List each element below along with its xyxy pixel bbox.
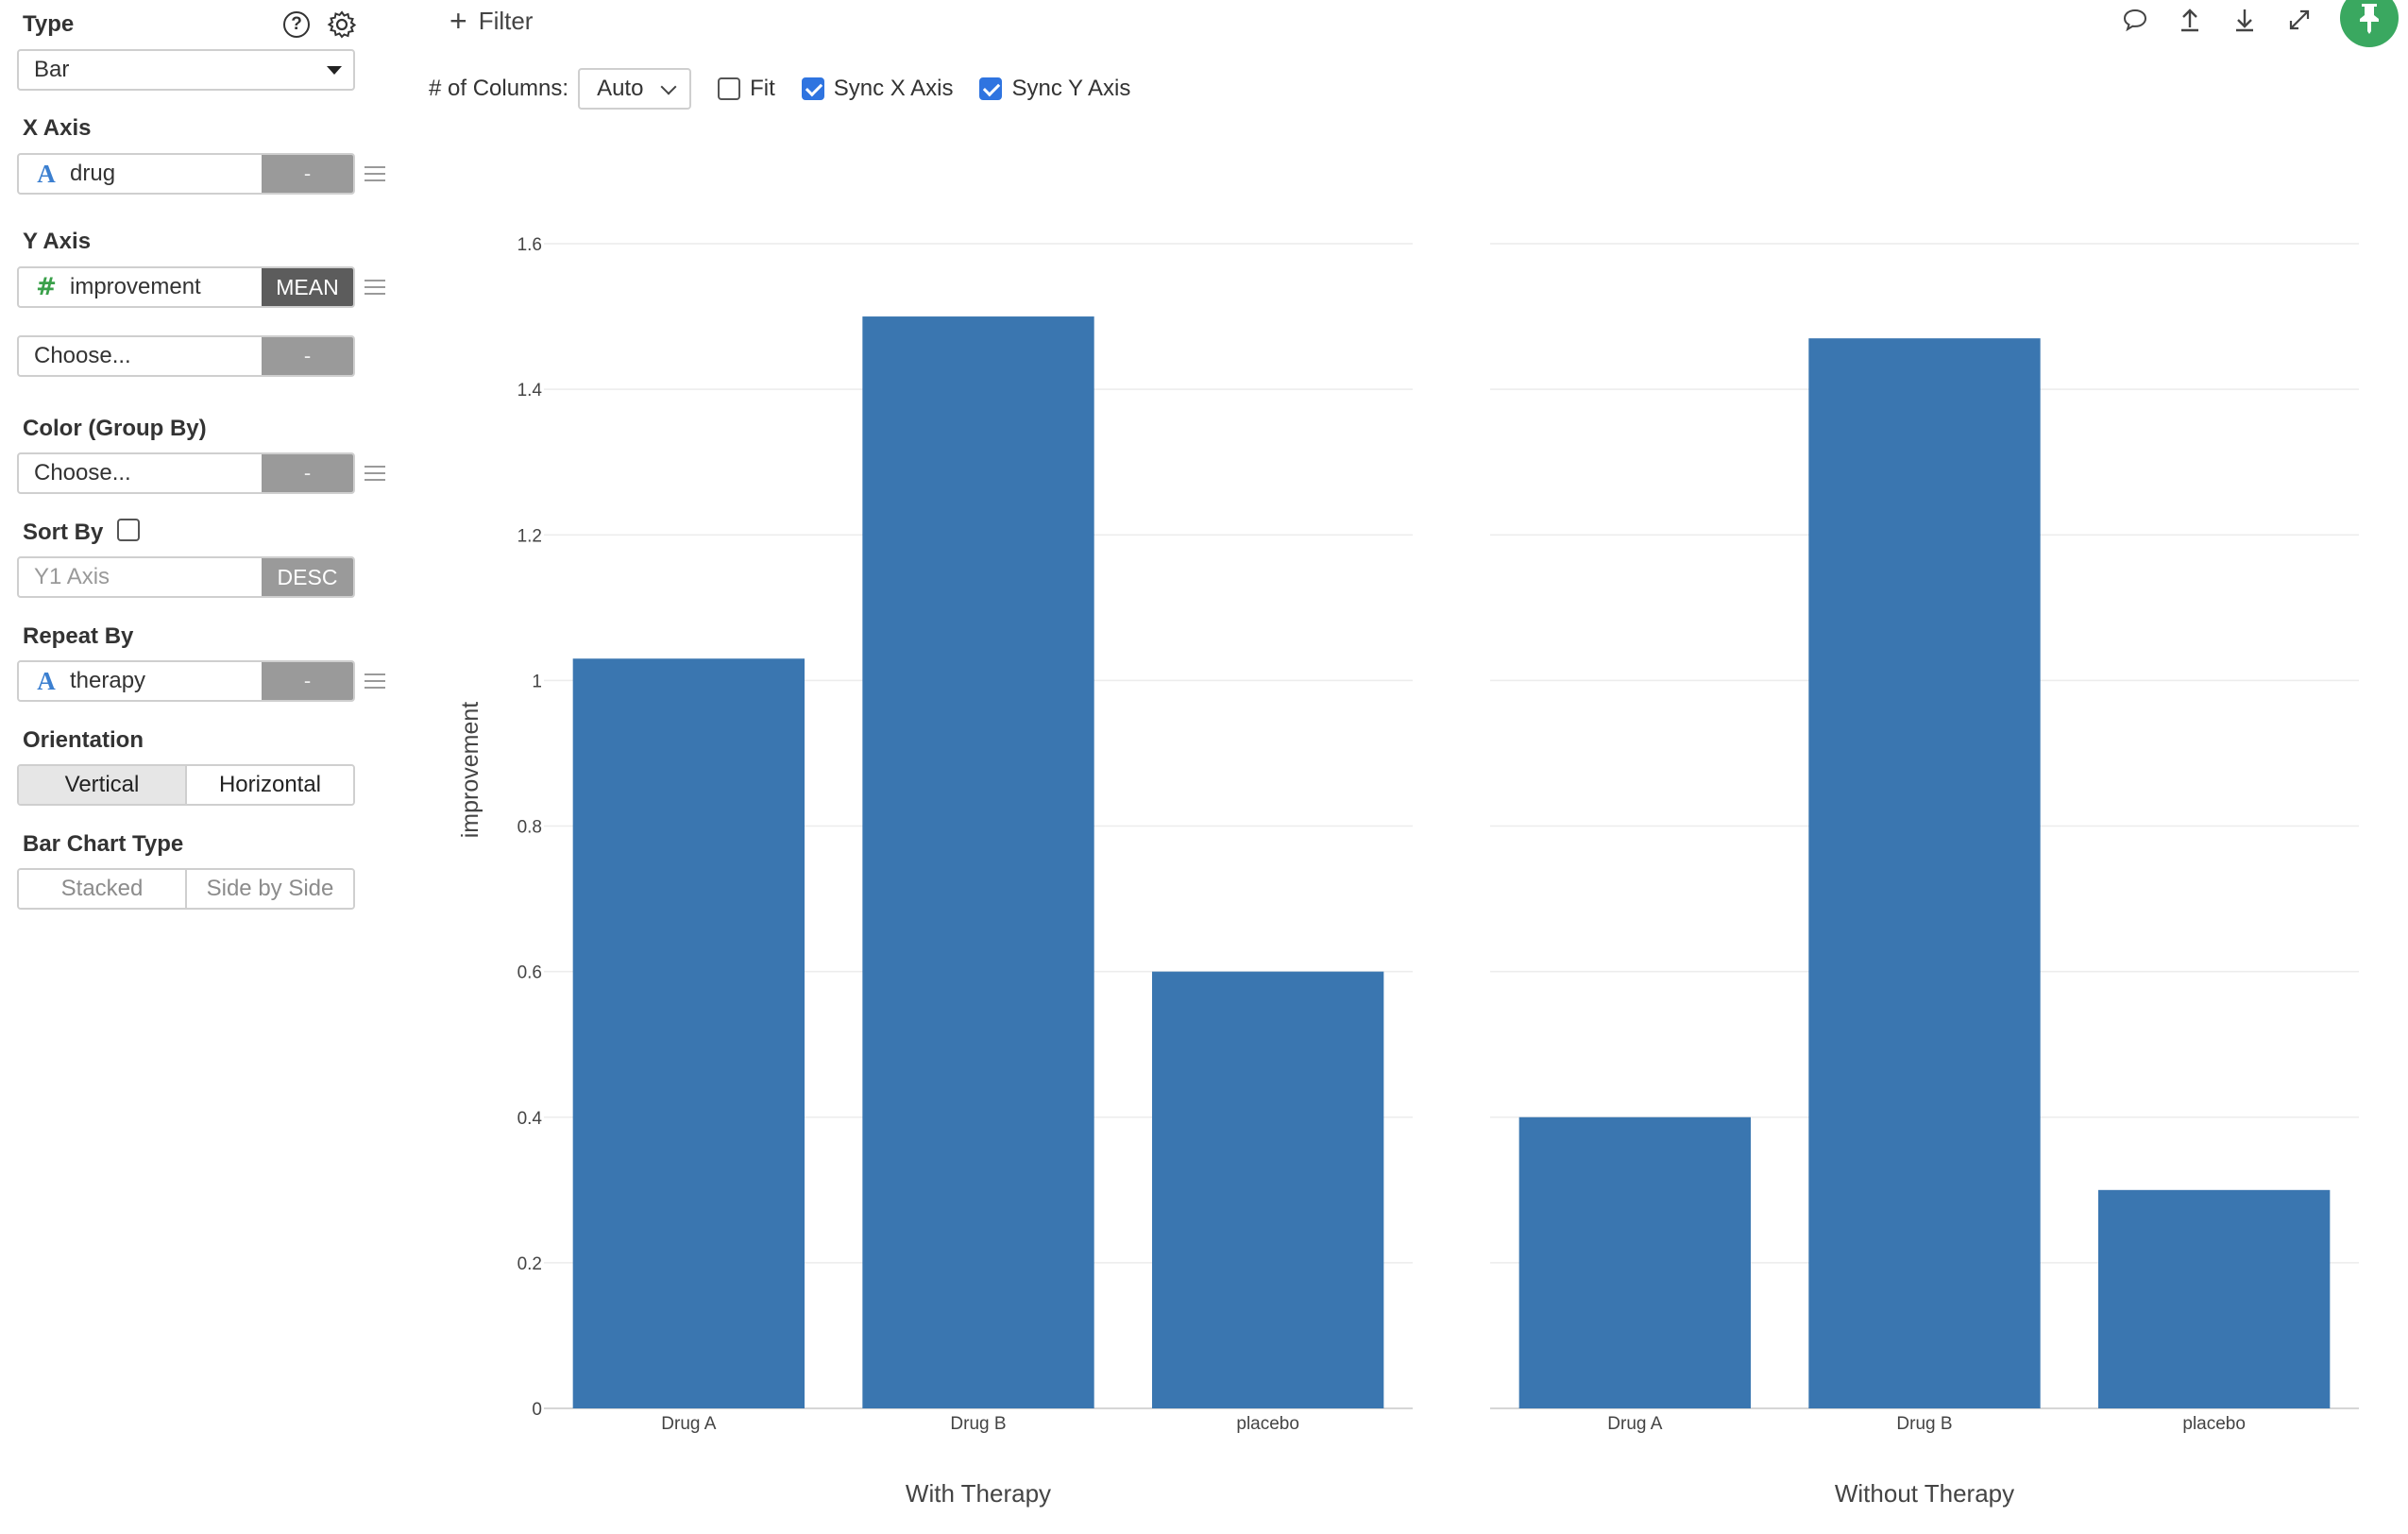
orientation-toggle: Vertical Horizontal (17, 764, 355, 806)
text-type-icon: A (37, 666, 56, 695)
menu-icon[interactable] (365, 466, 385, 481)
type-label: Type (23, 11, 75, 37)
repeat-by-field[interactable]: A therapy - (17, 660, 355, 702)
sort-by-checkbox[interactable] (117, 519, 140, 541)
y-tick-label: 1 (532, 672, 542, 691)
sync-x-option[interactable]: Sync X Axis (801, 76, 954, 102)
bar-chart-type-toggle: Stacked Side by Side (17, 868, 355, 910)
y-tick-label: 0.4 (517, 1109, 543, 1129)
sync-x-label: Sync X Axis (833, 76, 954, 101)
plus-icon: + (449, 4, 467, 38)
x-tick-label: placebo (2182, 1414, 2246, 1434)
color-placeholder: Choose... (34, 460, 131, 486)
columns-label: # of Columns: (429, 76, 569, 101)
filter-label: Filter (478, 7, 534, 35)
y-tick-label: 0.8 (517, 818, 542, 838)
fit-checkbox[interactable] (718, 77, 741, 100)
y-tick-label: 0 (532, 1400, 542, 1420)
bar-drug-b[interactable] (1808, 338, 2041, 1408)
chart-type-value: Bar (34, 57, 70, 82)
caret-down-icon (327, 66, 342, 75)
bar-type-side-by-side-button[interactable]: Side by Side (185, 870, 353, 908)
sort-field-value: Y1 Axis (34, 564, 110, 589)
sort-order-button[interactable]: DESC (262, 558, 353, 596)
x-axis-field[interactable]: A drug - (17, 153, 355, 195)
facet-title: With Therapy (906, 1479, 1051, 1508)
bar-drug-a[interactable] (1518, 1116, 1751, 1408)
filter-button[interactable]: + Filter (449, 4, 533, 39)
y-tick-label: 1.2 (517, 526, 542, 546)
bar-placebo[interactable] (2098, 1189, 2331, 1408)
orientation-horizontal-button[interactable]: Horizontal (185, 766, 353, 804)
y-axis-field[interactable]: # improvement MEAN (17, 266, 355, 308)
text-type-icon: A (37, 159, 56, 188)
menu-icon[interactable] (365, 673, 385, 689)
chart-settings-sidebar: Type ? Bar X Axis A drug - Y Axis # impr… (0, 0, 415, 1534)
color-field[interactable]: Choose... - (17, 452, 355, 494)
y-axis-title: improvement (457, 702, 483, 839)
x-tick-label: placebo (1236, 1414, 1299, 1434)
y-tick-label: 1.4 (517, 381, 543, 401)
y-axis-label: Y Axis (23, 229, 92, 254)
sort-by-label: Sort By (23, 520, 104, 545)
chart-options-row: # of Columns: Auto Fit Sync X Axis Sync … (429, 68, 1130, 110)
facet-title: Without Therapy (1835, 1479, 2014, 1508)
number-type-icon: # (36, 273, 57, 301)
y2-agg-button[interactable]: - (262, 337, 353, 375)
upload-icon[interactable] (2174, 4, 2206, 36)
x-tick-label: Drug A (661, 1414, 716, 1434)
gear-icon[interactable] (327, 9, 357, 40)
fit-label: Fit (750, 76, 775, 101)
menu-icon[interactable] (365, 166, 385, 181)
sync-y-label: Sync Y Axis (1011, 76, 1131, 101)
pin-icon (2360, 4, 2379, 34)
x-tick-label: Drug A (1607, 1414, 1662, 1434)
pin-button[interactable] (2340, 0, 2399, 47)
repeat-by-value: therapy (70, 668, 146, 693)
bar-type-stacked-button[interactable]: Stacked (19, 870, 185, 908)
y-tick-label: 0.2 (517, 1254, 542, 1274)
help-icon[interactable]: ? (283, 11, 310, 38)
y-tick-label: 0.6 (517, 963, 542, 983)
color-agg-button[interactable]: - (262, 454, 353, 492)
chart-type-select[interactable]: Bar (17, 49, 355, 91)
fit-option[interactable]: Fit (718, 76, 775, 102)
download-icon[interactable] (2229, 4, 2261, 36)
comment-icon[interactable] (2119, 4, 2151, 36)
y2-axis-field[interactable]: Choose... - (17, 335, 355, 377)
bar-drug-b[interactable] (862, 316, 1094, 1408)
sort-field[interactable]: Y1 Axis DESC (17, 556, 355, 598)
color-label: Color (Group By) (23, 416, 207, 441)
columns-value: Auto (597, 76, 644, 101)
x-axis-agg-button[interactable]: - (262, 155, 353, 193)
repeat-by-agg-button[interactable]: - (262, 662, 353, 700)
y-axis-agg-button[interactable]: MEAN (262, 268, 353, 306)
y-tick-label: 1.6 (517, 235, 542, 255)
sync-y-option[interactable]: Sync Y Axis (979, 76, 1130, 102)
y-axis-value: improvement (70, 274, 201, 299)
sync-x-checkbox[interactable] (801, 77, 824, 100)
sync-y-checkbox[interactable] (979, 77, 1003, 100)
y2-axis-placeholder: Choose... (34, 343, 131, 368)
bar-chart-type-label: Bar Chart Type (23, 831, 184, 857)
columns-select[interactable]: Auto (578, 68, 692, 110)
x-tick-label: Drug B (1896, 1414, 1952, 1434)
repeat-by-label: Repeat By (23, 623, 134, 649)
x-axis-value: drug (70, 161, 116, 186)
x-tick-label: Drug B (950, 1414, 1006, 1434)
bar-drug-a[interactable] (572, 658, 805, 1408)
menu-icon[interactable] (365, 280, 385, 295)
x-axis-label: X Axis (23, 115, 92, 141)
orientation-label: Orientation (23, 727, 144, 753)
orientation-vertical-button[interactable]: Vertical (19, 766, 185, 804)
bar-placebo[interactable] (1152, 971, 1384, 1408)
expand-icon[interactable] (2283, 4, 2315, 36)
